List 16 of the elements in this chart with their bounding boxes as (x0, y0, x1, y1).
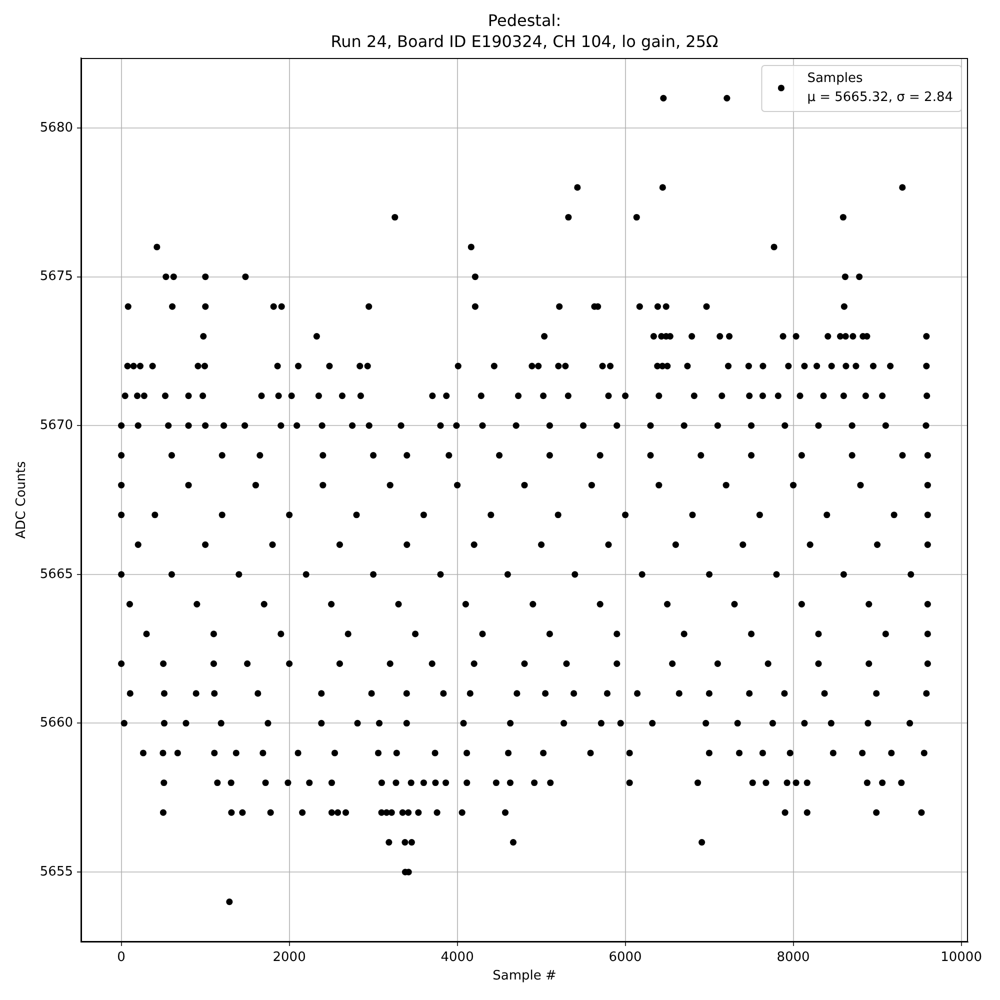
x-tick-label: 0 (117, 950, 126, 966)
x-tick-label: 4000 (440, 950, 474, 966)
x-tick-label: 6000 (608, 950, 642, 966)
x-tick-label: 2000 (272, 950, 306, 966)
y-tick-label: 5660 (40, 716, 73, 731)
x-tick-label: 10000 (940, 950, 982, 966)
y-tick-label: 5665 (40, 566, 73, 582)
y-tick-label: 5655 (40, 864, 73, 880)
chart-title: Pedestal: Run 24, Board ID E190324, CH 104, lo gain, 25Ω (330, 11, 718, 52)
y-tick-label: 5670 (40, 418, 73, 433)
y-axis-title: ADC Counts (14, 461, 30, 539)
y-tick-label: 5675 (40, 269, 73, 284)
y-tick-label: 5680 (40, 120, 73, 136)
legend-label: Samples μ = 5665.32, σ = 2.84 (807, 70, 954, 105)
x-tick-label: 8000 (776, 950, 810, 966)
x-axis-title: Sample # (492, 968, 556, 984)
